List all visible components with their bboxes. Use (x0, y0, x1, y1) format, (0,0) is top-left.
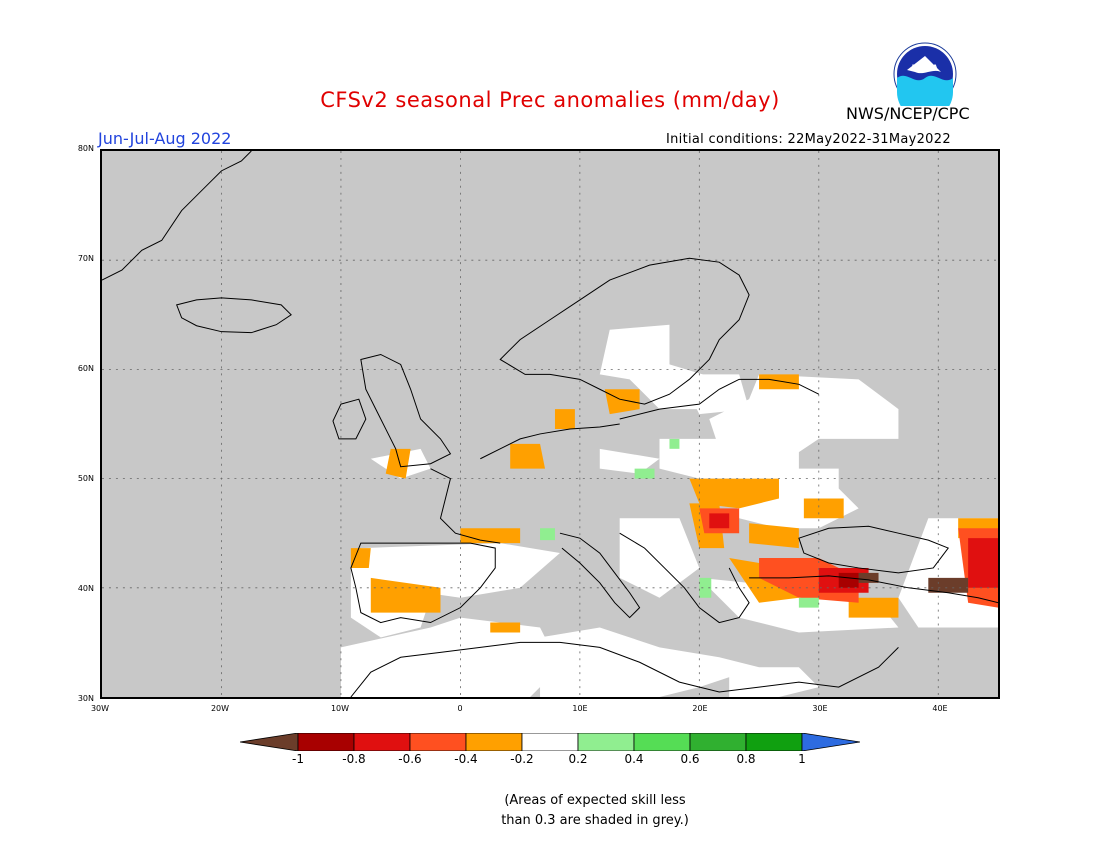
initial-conditions-label: Initial conditions: 22May2022-31May2022 (666, 132, 951, 147)
balkans-coast (619, 532, 750, 624)
colorbar-swatch-max (801, 733, 860, 751)
colorbar-swatch (689, 733, 747, 751)
colorbar-swatch (465, 733, 523, 751)
lat-tick-70n: 70N (77, 254, 94, 263)
lat-tick-30n: 30N (77, 694, 94, 703)
colorbar-label: 1 (798, 752, 806, 766)
colorbar-swatch (409, 733, 467, 751)
colorbar-swatch (745, 733, 803, 751)
lon-tick-20w: 20W (210, 704, 230, 713)
graticule (102, 151, 998, 697)
agency-label: NWS/NCEP/CPC (846, 104, 970, 123)
lat-tick-80n: 80N (77, 144, 94, 153)
iberia-coast (350, 542, 496, 624)
lon-tick-20e: 20E (692, 704, 708, 713)
colorbar-swatch-min (240, 733, 299, 751)
colorbar-swatch (297, 733, 355, 751)
noaa-logo: NOAA (893, 42, 957, 106)
coastlines (102, 151, 998, 697)
colorbar-swatch (521, 733, 579, 751)
scandinavia-coast (499, 257, 750, 405)
colorbar (240, 733, 860, 751)
lat-tick-50n: 50N (77, 474, 94, 483)
colorbar-label: 0.2 (568, 752, 588, 766)
colorbar-swatch (353, 733, 411, 751)
colorbar-label: -0.8 (342, 752, 366, 766)
lon-tick-40e: 40E (932, 704, 948, 713)
lon-tick-30e: 30E (812, 704, 828, 713)
iceland-coast (176, 297, 292, 334)
chart-title: CFSv2 seasonal Prec anomalies (mm/day) (320, 88, 780, 112)
skill-note-line2: than 0.3 are shaded in grey.) (501, 813, 689, 828)
north-africa-coast (350, 641, 899, 697)
turkey-coast (749, 575, 998, 604)
baltic-coast (619, 378, 820, 420)
colorbar-label: -1 (292, 752, 304, 766)
anomaly-map (102, 151, 998, 697)
lon-tick-10w: 10W (330, 704, 350, 713)
ireland-coast (332, 398, 367, 440)
british-isles-coast (360, 353, 452, 468)
black-sea-coast (798, 525, 950, 574)
lon-tick-10e: 10E (572, 704, 588, 713)
noaa-logo-text: NOAA (912, 63, 939, 73)
colorbar-label: -0.6 (398, 752, 422, 766)
colorbar-swatch (633, 733, 691, 751)
colorbar-label: -0.2 (510, 752, 534, 766)
lat-tick-40n: 40N (77, 584, 94, 593)
skill-note-line1: (Areas of expected skill less (504, 793, 686, 808)
colorbar-label: -0.4 (454, 752, 478, 766)
map-panel (100, 149, 1000, 699)
colorbar-label: 0.8 (736, 752, 756, 766)
lon-tick-0: 0 (457, 704, 463, 713)
europe-north-coast (480, 423, 620, 460)
lon-tick-30w: 30W (90, 704, 110, 713)
italy-coast (559, 532, 641, 619)
colorbar-swatch (577, 733, 635, 751)
neutral-anomaly-regions (340, 324, 998, 697)
season-label: Jun-Jul-Aug 2022 (98, 129, 232, 148)
colorbar-label: 0.6 (680, 752, 700, 766)
france-coast (430, 468, 501, 544)
dry-weak-anomaly-regions (350, 374, 998, 633)
wet-weak-anomaly-regions (540, 438, 819, 608)
lat-tick-60n: 60N (77, 364, 94, 373)
greenland-coast (102, 151, 252, 281)
colorbar-label: 0.4 (624, 752, 644, 766)
